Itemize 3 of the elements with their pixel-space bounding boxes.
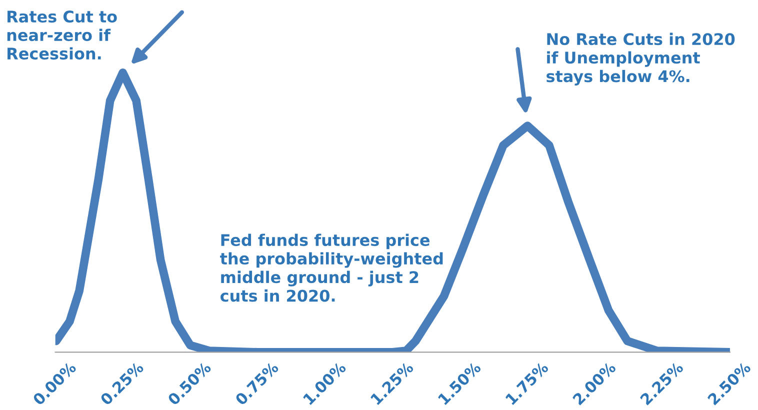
annotation: No Rate Cuts in 2020 if Unemployment stays below 4%. <box>546 32 735 86</box>
text: Rates Cut to near-zero if Recession. <box>7 10 117 60</box>
annotation: Fed funds futures price the probability-weighted middle ground - just 2 cuts in 2020. <box>220 234 443 302</box>
